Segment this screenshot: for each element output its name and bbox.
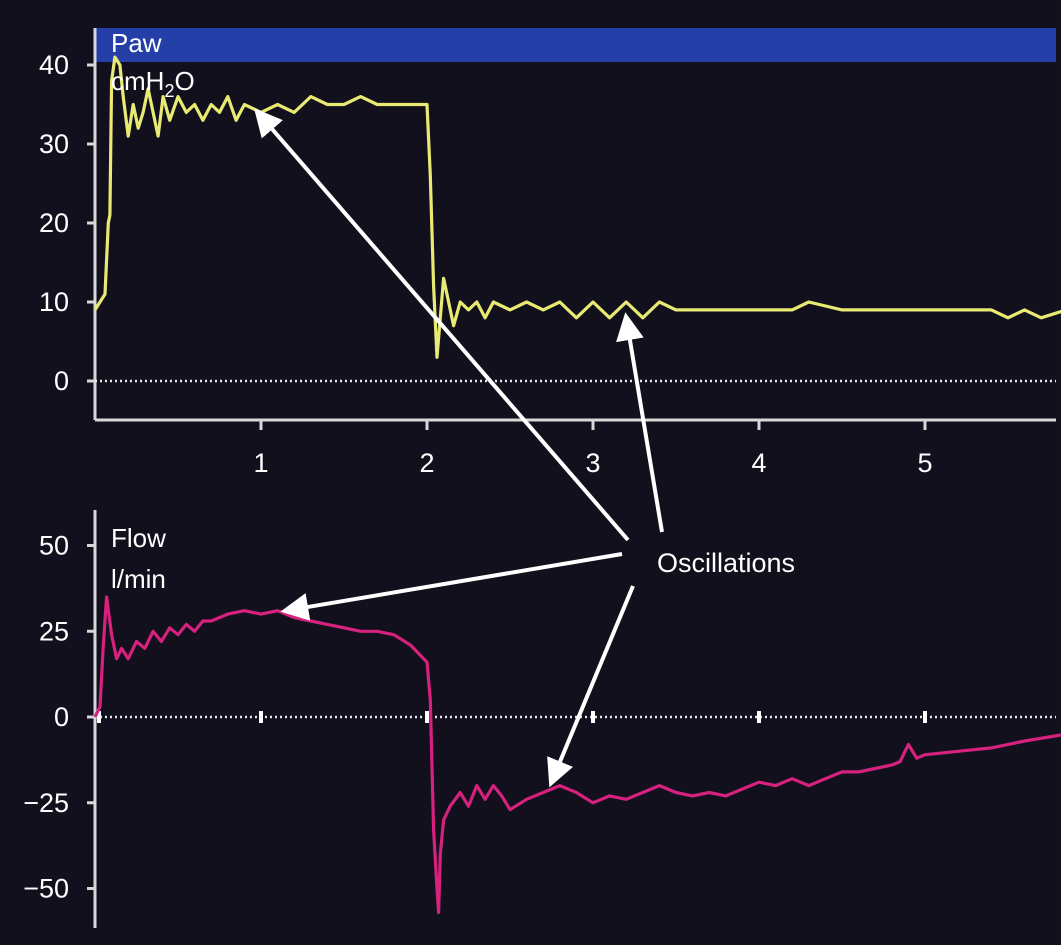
series-line-panel-1 [93,595,1061,915]
y-tick-label: 0 [54,366,69,396]
y-tick-label: 40 [39,50,69,80]
x-tick-label: 3 [585,448,600,478]
y-tick-label: 30 [39,129,69,159]
y-tick-label: 10 [39,287,69,317]
y-tick-label: 25 [39,616,69,646]
x-tick-label: 2 [419,448,434,478]
x-tick-label: 1 [253,448,268,478]
y-tick-label: 50 [39,531,69,561]
unit-label: l/min [111,564,166,594]
y-tick-label: −25 [23,788,69,818]
y-tick-label: 0 [54,702,69,732]
annotation-arrow [254,108,630,542]
panel-label: Flow [111,523,166,553]
unit-label: cmH2O [111,66,195,101]
annotation-arrow [547,585,635,788]
x-tick-label: 4 [751,448,766,478]
annotation-label: Oscillations [657,548,795,578]
annotation-arrow [616,312,664,533]
y-tick-label: −50 [23,874,69,904]
annotation-arrow [280,552,623,621]
panel-label: Paw [111,28,162,58]
y-tick-label: 20 [39,208,69,238]
x-tick-label: 5 [917,448,932,478]
series-line-panel-0 [93,55,1061,359]
header-band [95,28,1056,62]
